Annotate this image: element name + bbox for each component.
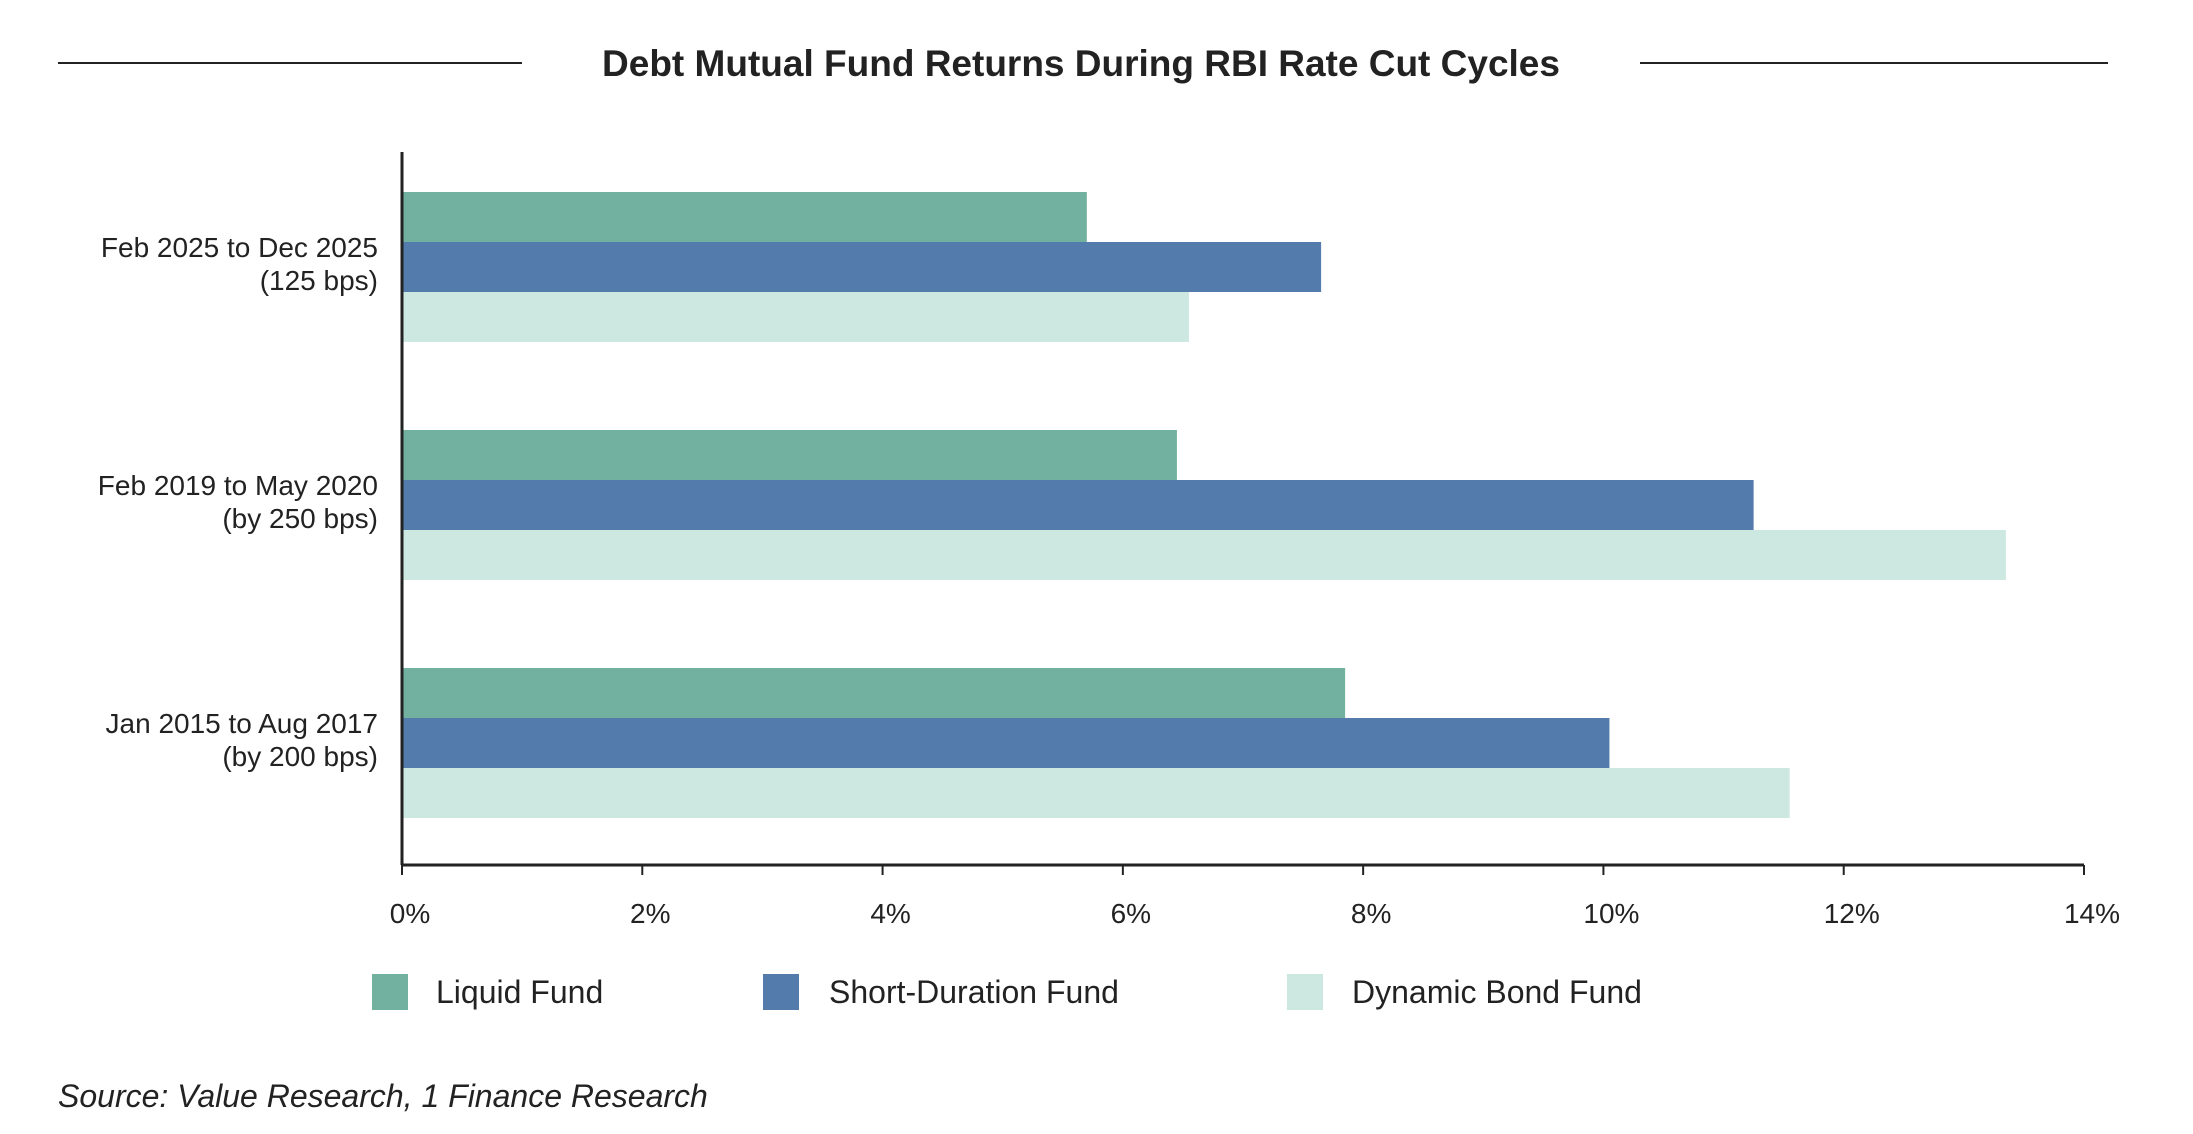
category-label-line1: Feb 2025 to Dec 2025 bbox=[101, 232, 378, 263]
category-label-line1: Feb 2019 to May 2020 bbox=[98, 470, 378, 501]
x-tick-label: 6% bbox=[1111, 898, 1151, 929]
labels-layer: Feb 2025 to Dec 2025(125 bps) Feb 2019 to… bbox=[98, 232, 2120, 929]
chart-title: Debt Mutual Fund Returns During RBI Rate… bbox=[602, 43, 1560, 84]
legend-swatch-dynamic bbox=[1287, 974, 1323, 1010]
x-tick-label: 4% bbox=[870, 898, 910, 929]
legend-swatch-liquid bbox=[372, 974, 408, 1010]
bar-liquid-0 bbox=[402, 192, 1087, 242]
bar-dynamic-1 bbox=[402, 530, 2006, 580]
bar-short-duration-1 bbox=[402, 480, 1754, 530]
bar-dynamic-0 bbox=[402, 292, 1189, 342]
source-note: Source: Value Research, 1 Finance Resear… bbox=[58, 1078, 708, 1114]
axes-layer bbox=[400, 152, 2085, 875]
category-label-line2: (by 200 bps) bbox=[222, 741, 378, 772]
legend-label-dynamic: Dynamic Bond Fund bbox=[1352, 974, 1642, 1010]
category-label-line2: (125 bps) bbox=[260, 265, 378, 296]
bar-liquid-1 bbox=[402, 430, 1177, 480]
legend-label-liquid: Liquid Fund bbox=[436, 974, 603, 1010]
x-tick-label: 8% bbox=[1351, 898, 1391, 929]
bar-short-duration-0 bbox=[402, 242, 1322, 292]
legend-label-short-duration: Short-Duration Fund bbox=[829, 974, 1119, 1010]
bar-liquid-2 bbox=[402, 668, 1346, 718]
bar-short-duration-2 bbox=[402, 718, 1610, 768]
x-tick-label: 2% bbox=[630, 898, 670, 929]
category-label-line1: Jan 2015 to Aug 2017 bbox=[106, 708, 378, 739]
x-tick-label: 0% bbox=[390, 898, 430, 929]
bar-dynamic-2 bbox=[402, 768, 1790, 818]
legend-swatch-short-duration bbox=[763, 974, 799, 1010]
category-label-line2: (by 250 bps) bbox=[222, 503, 378, 534]
x-tick-label: 14% bbox=[2064, 898, 2120, 929]
bars-layer bbox=[402, 192, 2006, 818]
x-tick-label: 10% bbox=[1583, 898, 1639, 929]
x-tick-label: 12% bbox=[1824, 898, 1880, 929]
legend: Liquid Fund Short-Duration Fund Dynamic Bo… bbox=[372, 974, 1642, 1010]
